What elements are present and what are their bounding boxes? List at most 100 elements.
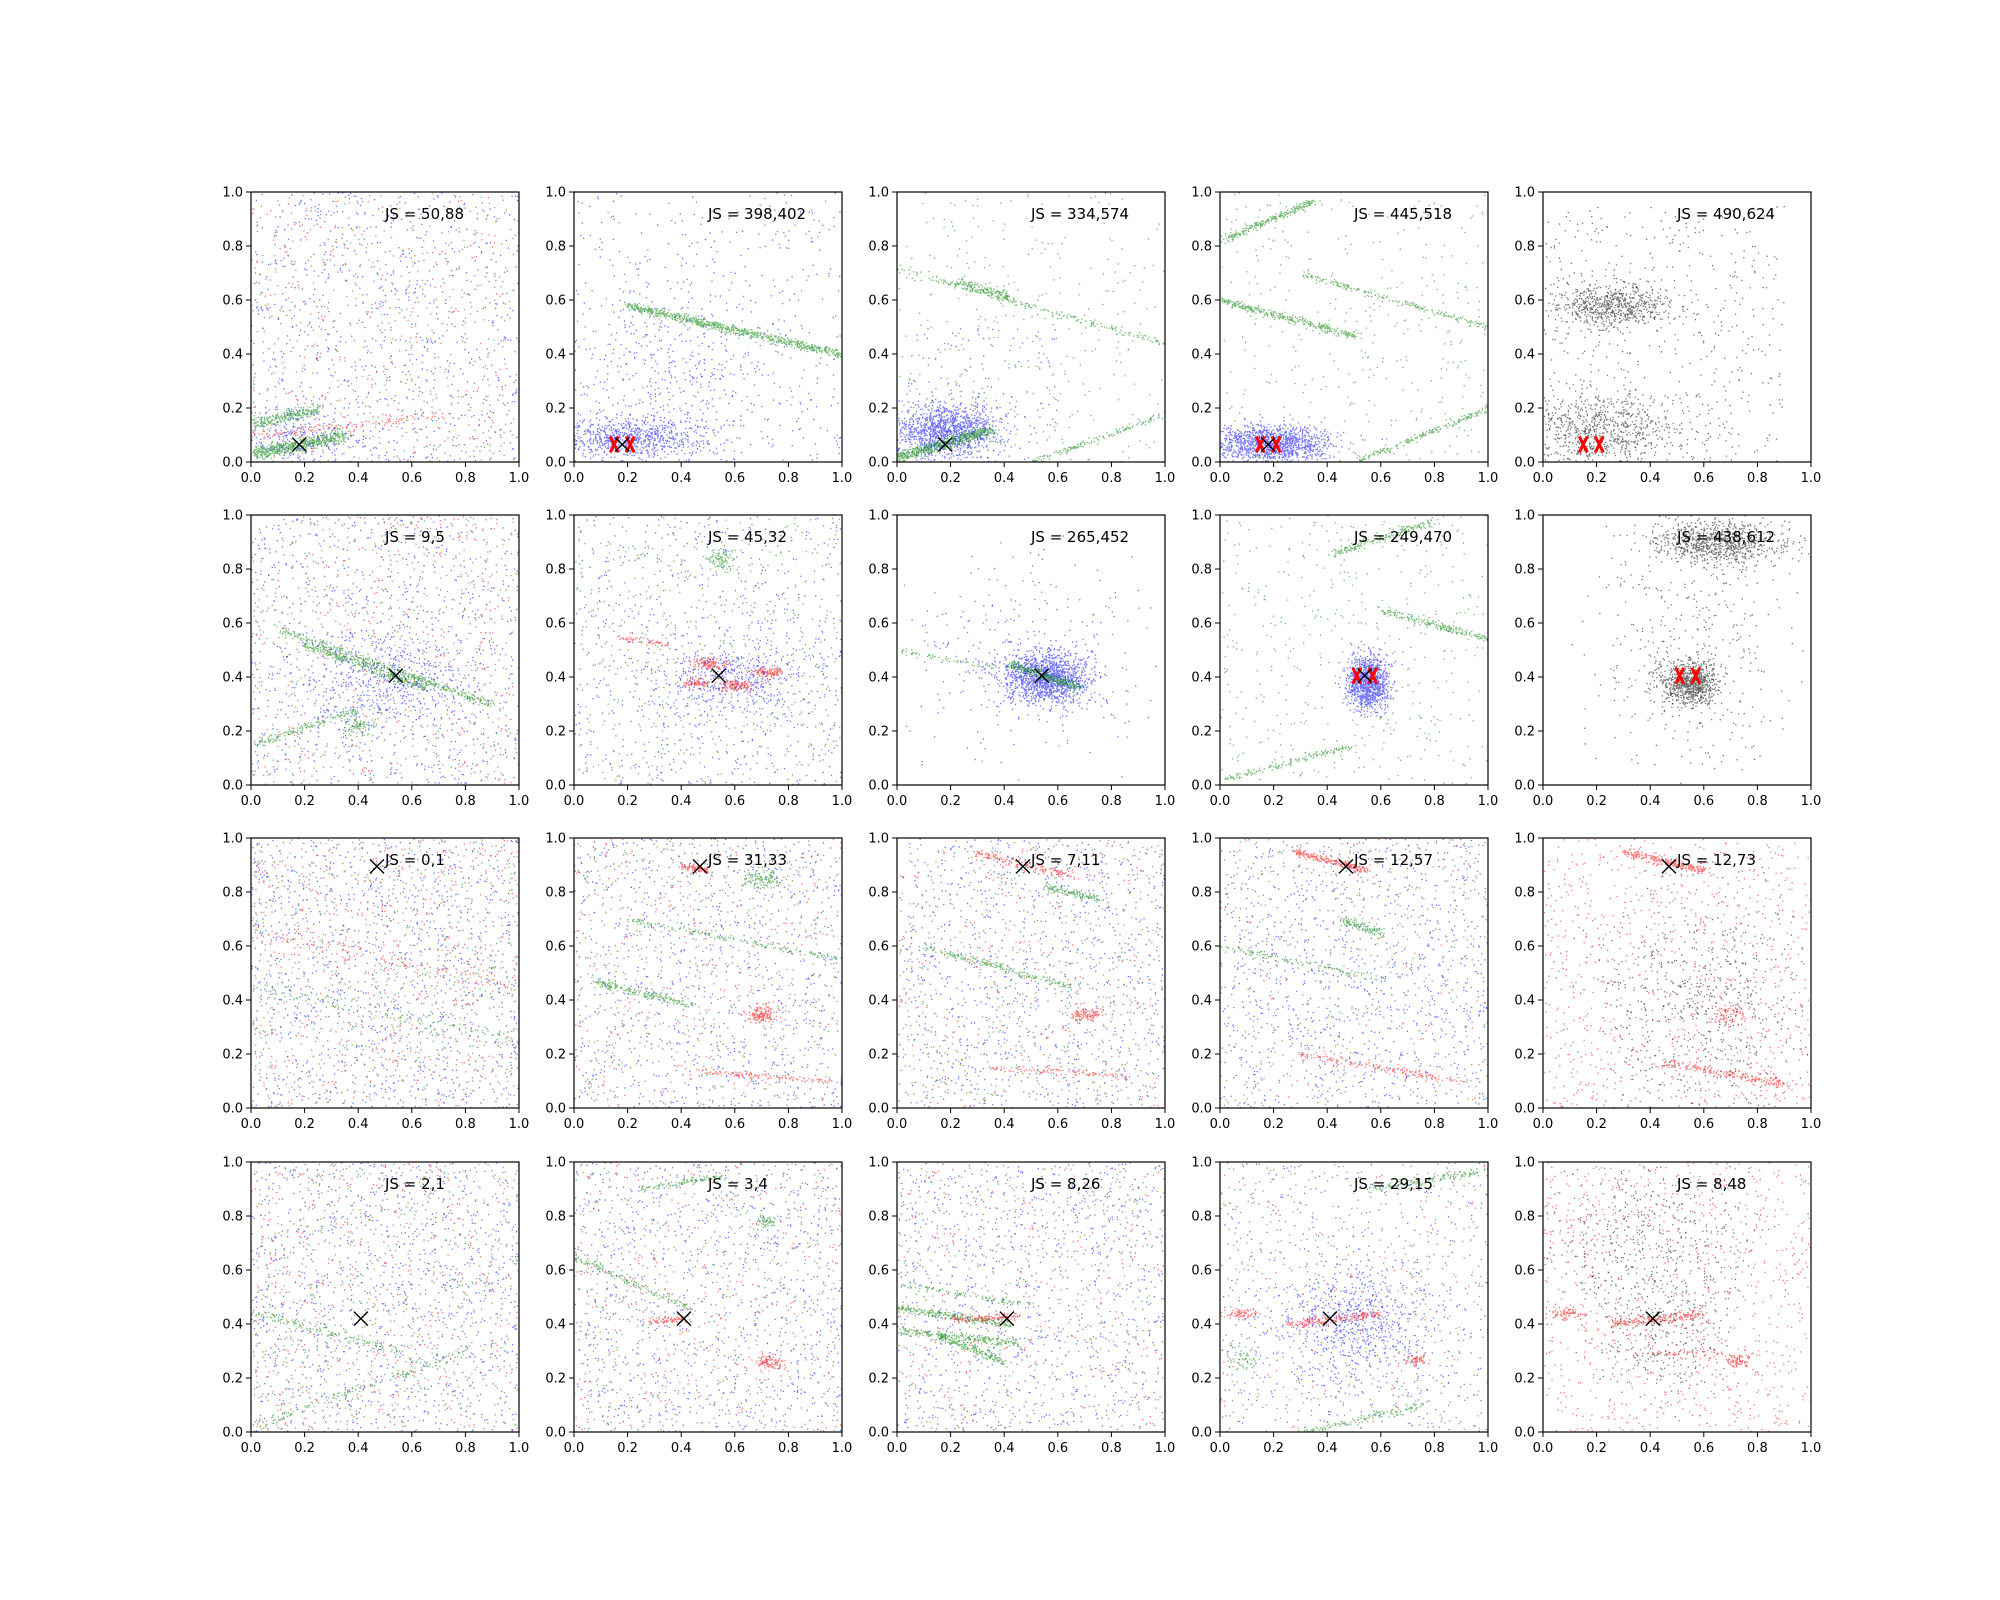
x-tick-label: 0.2 bbox=[617, 471, 638, 486]
x-tick-label: 0.8 bbox=[1101, 471, 1122, 486]
point-cloud-green bbox=[1043, 883, 1100, 903]
scatter-points bbox=[251, 192, 519, 462]
y-tick-label: 0.6 bbox=[868, 294, 889, 309]
y-tick-label: 0.6 bbox=[1514, 617, 1535, 632]
x-tick-label: 0.8 bbox=[1747, 471, 1768, 486]
point-cloud-blue bbox=[903, 535, 1157, 781]
y-tick-label: 0.0 bbox=[545, 456, 566, 471]
point-cloud-green bbox=[748, 1214, 781, 1230]
point-cloud-green bbox=[590, 976, 694, 1008]
y-tick-label: 0.2 bbox=[868, 402, 889, 417]
reference-x-marker bbox=[353, 1311, 369, 1327]
reference-x-marker bbox=[1338, 858, 1354, 874]
point-cloud-red bbox=[695, 1068, 831, 1085]
y-tick-label: 0.8 bbox=[1514, 563, 1535, 578]
x-tick-label: 0.2 bbox=[940, 1441, 961, 1456]
subplot-r2-c3: 0.0 0.2 0.4 0.6 0.8 1.0 0.0 0.2 0.4 0.6 0.8 1.0 JS =… bbox=[1191, 832, 1498, 1133]
axes-frame bbox=[250, 1161, 520, 1433]
point-cloud-green bbox=[252, 1347, 469, 1431]
y-tick-label: 0.0 bbox=[1191, 779, 1212, 794]
x-tick-label: 1.0 bbox=[1801, 1441, 1822, 1456]
x-tick-label: 0.0 bbox=[887, 1441, 908, 1456]
point-cloud-green bbox=[1298, 1400, 1425, 1432]
x-tick-label: 1.0 bbox=[832, 1441, 853, 1456]
y-tick-label: 0.4 bbox=[1191, 348, 1212, 363]
axes-frame bbox=[896, 191, 1166, 463]
js-annotation: JS = 445,518 bbox=[1353, 205, 1452, 223]
point-cloud-blue bbox=[1236, 1228, 1464, 1425]
point-cloud-black bbox=[1575, 1230, 1759, 1427]
js-annotation: JS = 2,1 bbox=[384, 1175, 445, 1193]
point-cloud-green bbox=[1302, 271, 1488, 331]
x-tick-label: 1.0 bbox=[832, 794, 853, 809]
axes-frame bbox=[1542, 514, 1812, 786]
x-tick-label: 0.6 bbox=[1370, 1117, 1391, 1132]
reference-x-marker bbox=[1645, 1311, 1661, 1327]
scatter-points bbox=[1220, 515, 1488, 785]
y-tick-label: 0.0 bbox=[868, 779, 889, 794]
x-tick-label: 0.6 bbox=[1693, 794, 1714, 809]
axes-frame bbox=[1542, 837, 1812, 1109]
x-tick-label: 0.2 bbox=[617, 794, 638, 809]
y-tick-label: 0.0 bbox=[222, 1426, 243, 1441]
x-tick-label: 1.0 bbox=[1801, 794, 1822, 809]
js-annotation: JS = 3,4 bbox=[707, 1175, 768, 1193]
x-tick-label: 1.0 bbox=[832, 1117, 853, 1132]
y-tick-label: 0.6 bbox=[1191, 940, 1212, 955]
y-tick-label: 0.6 bbox=[868, 1264, 889, 1279]
point-cloud-green bbox=[574, 1251, 696, 1315]
x-tick-label: 0.0 bbox=[564, 1117, 585, 1132]
x-tick-label: 0.6 bbox=[724, 794, 745, 809]
x-tick-label: 1.0 bbox=[509, 794, 530, 809]
x-tick-label: 1.0 bbox=[1801, 471, 1822, 486]
point-cloud-red bbox=[1651, 1345, 1761, 1362]
axes-frame bbox=[250, 191, 520, 463]
point-cloud-green bbox=[923, 942, 1072, 991]
y-tick-label: 0.0 bbox=[1191, 456, 1212, 471]
point-cloud-black bbox=[1571, 518, 1811, 785]
scatter-points bbox=[1220, 192, 1488, 462]
y-tick-label: 1.0 bbox=[222, 509, 243, 524]
x-tick-label: 0.4 bbox=[671, 471, 692, 486]
x-tick-label: 0.2 bbox=[940, 471, 961, 486]
y-tick-label: 0.2 bbox=[1191, 402, 1212, 417]
x-tick-label: 0.0 bbox=[1210, 794, 1231, 809]
point-cloud-green bbox=[303, 641, 429, 692]
x-tick-label: 0.4 bbox=[671, 794, 692, 809]
y-tick-label: 0.4 bbox=[1191, 1318, 1212, 1333]
x-tick-label: 0.6 bbox=[724, 1441, 745, 1456]
y-tick-label: 0.8 bbox=[868, 240, 889, 255]
y-tick-label: 0.0 bbox=[868, 1426, 889, 1441]
x-tick-label: 0.6 bbox=[401, 471, 422, 486]
point-cloud-green bbox=[1220, 1162, 1488, 1430]
x-tick-label: 0.8 bbox=[778, 1441, 799, 1456]
x-tick-label: 0.4 bbox=[994, 1117, 1015, 1132]
y-tick-label: 0.8 bbox=[545, 563, 566, 578]
y-tick-label: 0.2 bbox=[222, 402, 243, 417]
subplot-r2-c4: 0.0 0.2 0.4 0.6 0.8 1.0 0.0 0.2 0.4 0.6 0.8 1.0 JS =… bbox=[1514, 832, 1821, 1133]
point-cloud-black bbox=[1619, 515, 1810, 577]
point-cloud-red bbox=[717, 677, 764, 694]
x-tick-label: 1.0 bbox=[1478, 794, 1499, 809]
scatter-points bbox=[901, 535, 1157, 781]
x-tick-label: 0.8 bbox=[1747, 1441, 1768, 1456]
red-x-marker bbox=[1577, 435, 1605, 454]
x-tick-label: 0.2 bbox=[294, 1117, 315, 1132]
y-tick-label: 1.0 bbox=[1191, 186, 1212, 201]
subplot-r0-c2: 0.0 0.2 0.4 0.6 0.8 1.0 0.0 0.2 0.4 0.6 0.8 1.0 JS =… bbox=[868, 186, 1175, 487]
point-cloud-red bbox=[743, 1001, 783, 1024]
x-tick-label: 0.6 bbox=[1370, 471, 1391, 486]
subplot-r3-c4: 0.0 0.2 0.4 0.6 0.8 1.0 0.0 0.2 0.4 0.6 0.8 1.0 JS =… bbox=[1514, 1156, 1821, 1457]
scatter-points bbox=[1220, 838, 1488, 1108]
point-cloud-red bbox=[1662, 1059, 1788, 1089]
point-cloud-red bbox=[1064, 1002, 1104, 1022]
y-tick-label: 0.8 bbox=[868, 886, 889, 901]
y-tick-label: 0.0 bbox=[222, 456, 243, 471]
js-annotation: JS = 8,48 bbox=[1676, 1175, 1746, 1193]
x-tick-label: 0.2 bbox=[1263, 1117, 1284, 1132]
point-cloud-red bbox=[1725, 1354, 1748, 1368]
reference-x-marker bbox=[1322, 1311, 1338, 1327]
point-cloud-red bbox=[1286, 1311, 1383, 1328]
x-tick-label: 0.8 bbox=[778, 471, 799, 486]
